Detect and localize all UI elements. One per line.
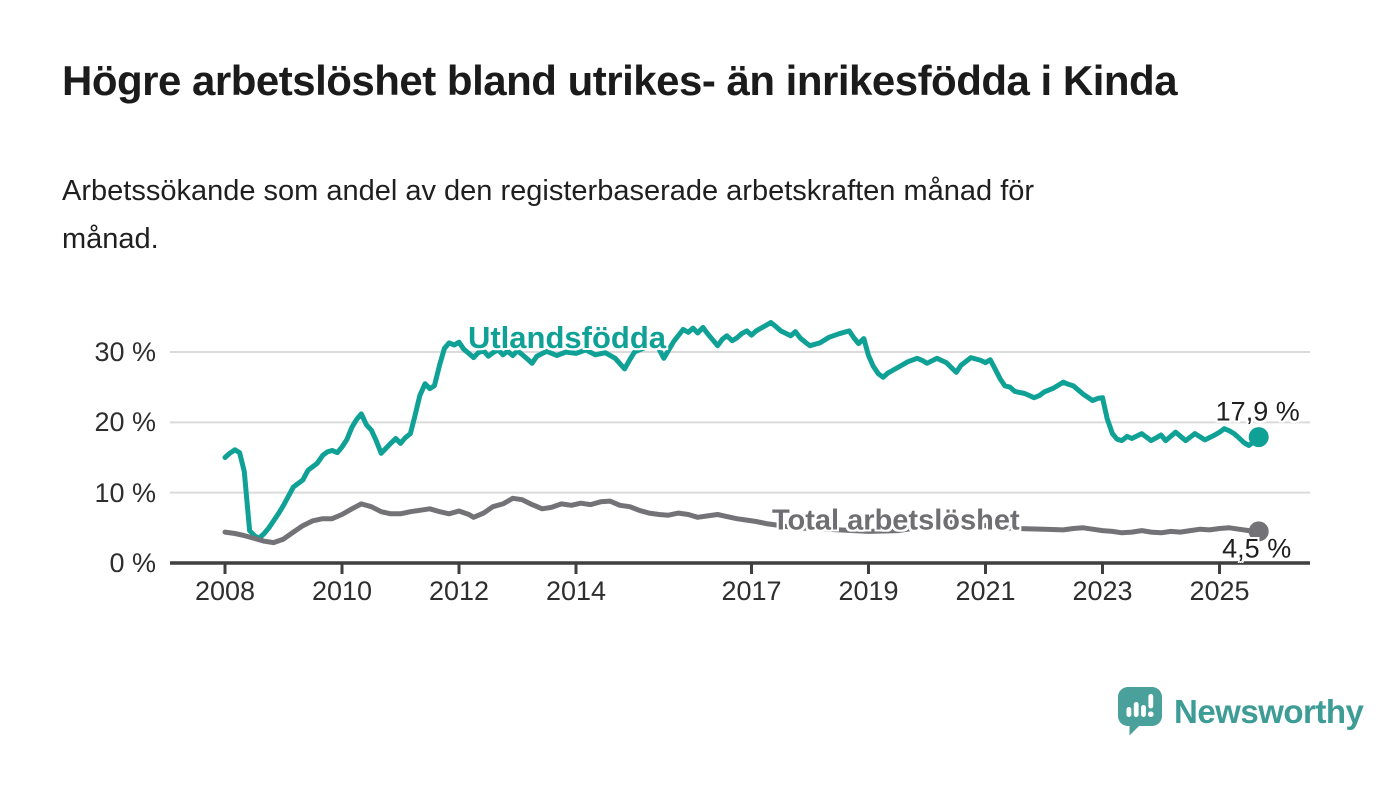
newsworthy-logo[interactable]: Newsworthy — [1117, 686, 1364, 737]
subtitle: Arbetssökande som andel av den registerb… — [62, 167, 1034, 263]
y-tick-label-20: 20 % — [94, 407, 156, 438]
x-tick-label-2025: 2025 — [1189, 576, 1250, 606]
newsworthy-logo-icon — [1118, 687, 1162, 736]
y-tick-label-10: 10 % — [94, 477, 156, 508]
series-label-total-arbetsloshet: Total arbetslöshet — [772, 504, 1020, 537]
page-title: Högre arbetslöshet bland utrikes- än inr… — [62, 57, 1178, 104]
series-label-utlandsfodda: Utlandsfödda — [467, 320, 667, 355]
x-tick-label-2014: 2014 — [545, 576, 607, 606]
x-tick-label-2019: 2019 — [838, 576, 899, 606]
subtitle-line-1: Arbetssökande som andel av den registerb… — [62, 175, 1035, 207]
subtitle-line-2: månad. — [62, 223, 159, 255]
x-tick-label-2017: 2017 — [721, 576, 782, 606]
x-tick-label-2010: 2010 — [311, 576, 373, 606]
series-line-utlandsfodda — [222, 320, 1262, 541]
x-tick-label-2008: 2008 — [194, 576, 256, 606]
newsworthy-logo-text: Newsworthy — [1174, 692, 1364, 730]
end-value-label-utlandsfodda: 17,9 % — [1215, 396, 1300, 427]
series-line-total-arbetsloshet — [222, 495, 1262, 546]
x-tick-label-2021: 2021 — [955, 576, 1016, 606]
x-tick-label-2023: 2023 — [1072, 576, 1133, 606]
end-dot-total-arbetsloshet — [1248, 521, 1269, 542]
end-dot-utlandsfodda — [1248, 427, 1269, 448]
y-tick-label-0: 0 % — [109, 548, 156, 578]
x-tick-label-2012: 2012 — [428, 576, 490, 606]
end-value-label-total-arbetsloshet: 4,5 % — [1222, 533, 1292, 564]
y-tick-label-30: 30 % — [94, 337, 156, 367]
